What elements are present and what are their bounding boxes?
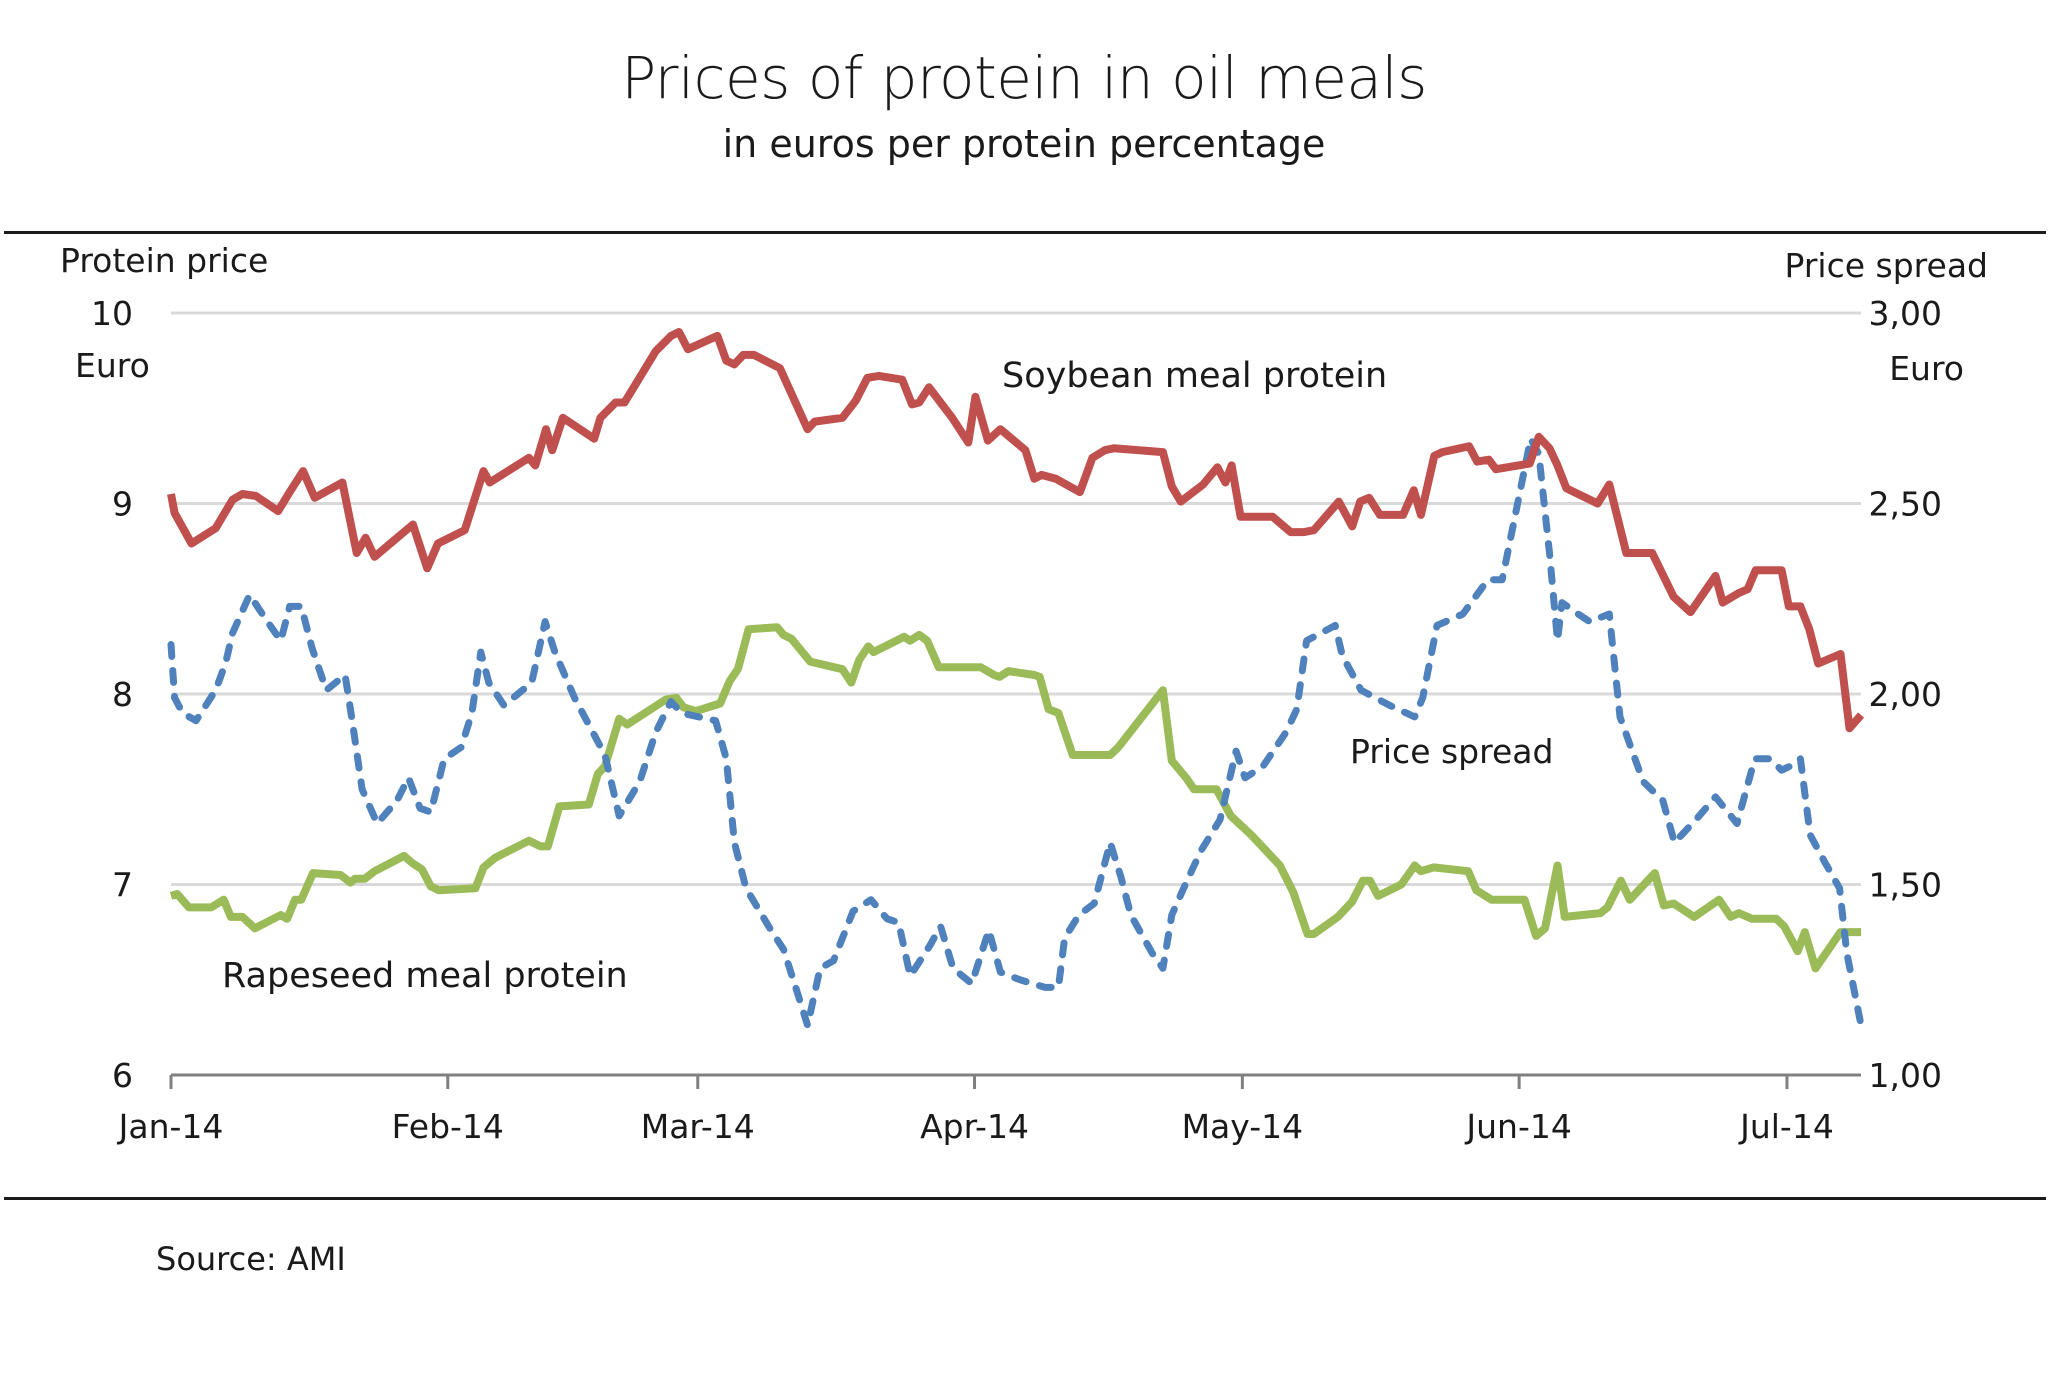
chart-subtitle: in euros per protein percentage (722, 122, 1326, 166)
right-axis-title: Price spread (1785, 246, 1988, 285)
x-tick-label: Mar-14 (641, 1107, 755, 1146)
right-tick-label: 2,00 (1869, 675, 1942, 714)
left-tick-label: 9 (112, 485, 133, 524)
top-rule (4, 231, 2046, 234)
left-axis-title: Protein price (60, 241, 268, 280)
x-tick-label: Jun-14 (1464, 1107, 1571, 1146)
right-tick-label: 1,00 (1869, 1056, 1942, 1095)
right-tick-label: 2,50 (1869, 485, 1942, 524)
left-tick-label: 7 (112, 866, 133, 905)
x-tick-label: Jul-14 (1738, 1107, 1834, 1146)
left-tick-label: 10 (91, 294, 133, 333)
right-tick-label: 3,00 (1869, 294, 1942, 333)
x-tick-label: Jan-14 (117, 1107, 224, 1146)
x-tick-label: May-14 (1182, 1107, 1304, 1146)
x-axis: Jan-14 Feb-14 Mar-14 Apr-14 May-14 Jun-14 Jul-… (117, 1073, 1861, 1146)
left-axis-unit: Euro (75, 346, 150, 385)
left-tick-label: 8 (112, 675, 133, 714)
left-tick-label: 6 (112, 1056, 133, 1095)
axis-labels: Protein price Euro Price spread Euro Soy… (60, 241, 1988, 996)
gridlines: 6 7 8 9 10 1,00 1,50 2,00 2,50 3,00 (91, 294, 1942, 1095)
rapeseed-line (169, 623, 1862, 973)
price-spread-line (167, 435, 1865, 1029)
rapeseed-series-label: Rapeseed meal protein (222, 956, 628, 996)
soybean-line (167, 328, 1865, 733)
chart-title: Prices of protein in oil meals (621, 44, 1427, 112)
spread-series-label: Price spread (1350, 732, 1553, 771)
right-tick-label: 1,50 (1869, 866, 1942, 905)
x-tick-label: Feb-14 (392, 1107, 504, 1146)
bottom-rule (4, 1197, 2046, 1200)
x-tick-label: Apr-14 (920, 1107, 1029, 1146)
series-lines (167, 328, 1865, 1029)
right-axis-unit: Euro (1889, 349, 1964, 388)
source-note: Source: AMI (156, 1240, 346, 1278)
soybean-series-label: Soybean meal protein (1002, 356, 1387, 396)
